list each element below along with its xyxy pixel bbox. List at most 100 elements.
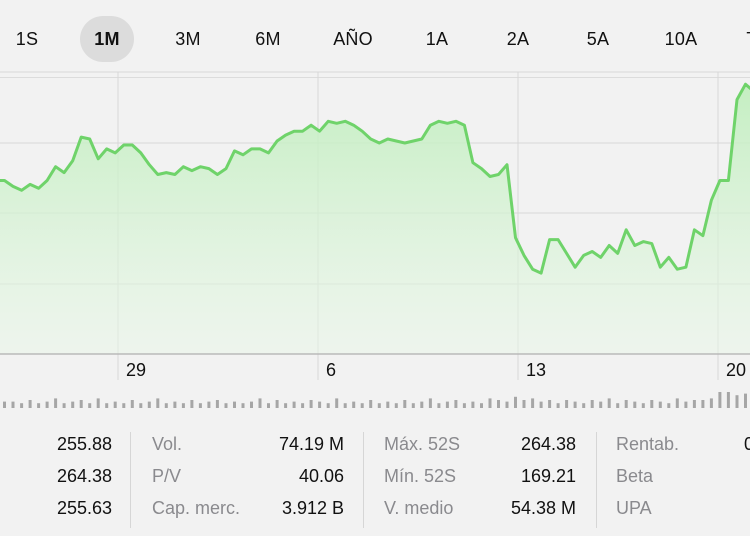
volume-bar (735, 395, 739, 408)
volume-bar (471, 401, 475, 408)
x-axis: 29 6 13 20 (126, 360, 746, 380)
volume-bar (377, 403, 381, 408)
volume-bar (28, 400, 32, 408)
eps-label: UPA (616, 498, 652, 518)
high-value: 264.38 (56, 466, 112, 486)
tab-ytd[interactable]: AÑO (333, 28, 373, 49)
volume-bar (37, 403, 41, 408)
volume-bar (105, 403, 109, 408)
volume-bar (531, 398, 535, 408)
pe-value: 40.06 (298, 466, 344, 486)
volume-bar (139, 403, 143, 408)
volume-bar (386, 401, 390, 408)
volume-bar (428, 398, 432, 408)
volume-bar (556, 403, 560, 408)
stats-panel: 255.88 264.38 255.63 Vol. 74.19 M P/V 40… (0, 428, 750, 536)
volume-bar (207, 401, 211, 408)
avg-volume-value: 54.38 M (510, 498, 576, 518)
volume-bar (130, 400, 134, 408)
volume-bar (616, 403, 620, 408)
volume-bar (275, 400, 279, 408)
volume-bar (454, 400, 458, 408)
price-chart[interactable]: 29 6 13 20 (0, 0, 750, 425)
volume-bar (582, 403, 586, 408)
volume-bar (326, 403, 330, 408)
volume-value: 74.19 M (278, 434, 344, 454)
volume-bar (198, 403, 202, 408)
volume-bar (462, 403, 466, 408)
volume-bar (88, 403, 92, 408)
volume-bar (309, 400, 313, 408)
tab-5a[interactable]: 5A (586, 28, 610, 49)
volume-bar (675, 398, 679, 408)
volume-bar (633, 401, 637, 408)
tab-all[interactable]: T (725, 16, 750, 62)
volume-bar (744, 393, 747, 408)
volume-bar (607, 398, 611, 408)
tab-2a[interactable]: 2A (506, 28, 530, 49)
market-cap-label: Cap. merc. (152, 498, 241, 518)
low-52w-value: 169.21 (520, 466, 576, 486)
volume-bar (352, 401, 356, 408)
volume-bar (709, 398, 713, 408)
volume-bar (11, 401, 15, 408)
volume-bar (71, 401, 75, 408)
volume-bar (565, 400, 569, 408)
market-cap-value: 3.912 B (281, 498, 344, 518)
volume-bar (522, 400, 526, 408)
volume-bar (215, 400, 219, 408)
volume-bar (718, 392, 722, 408)
beta-label: Beta (616, 466, 654, 486)
volume-bar (181, 403, 185, 408)
x-tick-label: 20 (726, 360, 746, 380)
tab-10a[interactable]: 10A (664, 28, 698, 49)
volume-bar (62, 403, 66, 408)
stats-divider (596, 432, 597, 528)
price-line (0, 82, 750, 275)
tab-3m[interactable]: 3M (175, 28, 201, 49)
x-tick-label: 6 (326, 360, 336, 380)
tab-1m[interactable]: 1M (80, 16, 134, 62)
volume-bar (45, 401, 49, 408)
volume-bar (624, 400, 628, 408)
volume-bar (250, 401, 253, 408)
open-value: 255.88 (56, 434, 112, 454)
volume-bar (480, 403, 483, 408)
volume-bar (497, 400, 500, 408)
low-value: 255.63 (56, 498, 112, 518)
volume-bar (573, 401, 577, 408)
yield-label: Rentab. (616, 434, 680, 454)
volume-bar (394, 403, 398, 408)
volume-bar (258, 398, 262, 408)
tab-6m[interactable]: 6M (255, 28, 281, 49)
volume-bar (318, 401, 322, 408)
volume-bar (3, 401, 6, 408)
volume-bar (164, 403, 168, 408)
volume-bar (403, 400, 407, 408)
volume-bar (505, 401, 509, 408)
time-range-selector: 1S 1M 3M 6M AÑO 1A 2A 5A 10A T (0, 0, 750, 78)
volume-bar (667, 403, 671, 408)
tab-1a[interactable]: 1A (425, 28, 449, 49)
stats-divider (130, 432, 131, 528)
volume-bar (590, 400, 594, 408)
yield-value: 0 (744, 434, 750, 454)
price-area (0, 84, 750, 354)
volume-bar (113, 401, 117, 408)
volume-bar (96, 398, 100, 408)
volume-bar (684, 401, 688, 408)
volume-bar (488, 398, 492, 408)
volume-bar (437, 403, 441, 408)
volume-bar (301, 403, 305, 408)
volume-bar (267, 403, 270, 408)
volume-bar (726, 392, 730, 408)
volume-bar (190, 400, 194, 408)
tab-1s[interactable]: 1S (15, 28, 39, 49)
volume-bar (420, 401, 424, 408)
volume-bar (641, 403, 645, 408)
volume-bar (173, 401, 177, 408)
volume-bar (650, 400, 654, 408)
high-52w-label: Máx. 52S (384, 434, 461, 454)
low-52w-label: Mín. 52S (384, 466, 457, 486)
volume-bar (292, 401, 296, 408)
